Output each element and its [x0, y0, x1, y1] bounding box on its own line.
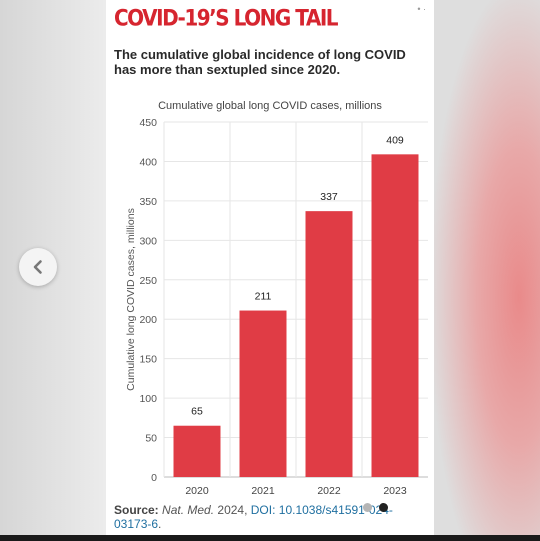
bar-2022	[305, 211, 353, 477]
y-tick-label: 250	[139, 275, 157, 287]
carousel-dots	[363, 503, 393, 513]
bottom-bar	[0, 535, 540, 541]
x-tick-label: 2021	[251, 485, 275, 497]
source-journal: Nat. Med.	[162, 503, 215, 517]
y-tick-label: 450	[139, 117, 157, 129]
post-card: COVID-19’S LONG TAIL • · The cumulative …	[106, 0, 434, 535]
carousel-dot-1[interactable]	[363, 503, 372, 512]
y-tick-label: 150	[139, 354, 157, 366]
source-citation: Source: Nat. Med. 2024, DOI: 10.1038/s41…	[114, 503, 430, 531]
data-label: 337	[320, 191, 338, 203]
more-icon: • ·	[417, 4, 426, 14]
y-tick-label: 350	[139, 196, 157, 208]
source-label: Source:	[114, 503, 159, 517]
y-tick-label: 100	[139, 393, 157, 405]
x-tick-label: 2022	[317, 485, 341, 497]
data-label: 409	[386, 134, 404, 146]
doi-label[interactable]: DOI:	[250, 503, 276, 517]
carousel-dot-2[interactable]	[379, 503, 388, 512]
x-tick-label: 2020	[185, 485, 209, 497]
y-tick-label: 50	[145, 433, 157, 445]
x-tick-label: 2023	[383, 485, 407, 497]
chart-title: Cumulative global long COVID cases, mill…	[158, 100, 382, 112]
y-tick-label: 200	[139, 314, 157, 326]
gridlines	[163, 121, 428, 478]
bar-2023	[371, 154, 419, 477]
x-tick-labels: 2020 2021 2022 2023	[185, 485, 407, 497]
data-label: 65	[191, 406, 203, 418]
bar-2021	[239, 310, 287, 477]
y-tick-label: 300	[139, 235, 157, 247]
chevron-left-icon	[33, 260, 42, 274]
bar-2020	[173, 425, 221, 477]
bar-chart: Cumulative global long COVID cases, mill…	[125, 100, 428, 497]
headline: COVID-19’S LONG TAIL	[114, 4, 339, 31]
data-label: 211	[255, 291, 272, 303]
y-tick-labels: 0 50 100 150 200 250 300 350 400 450	[139, 117, 157, 484]
source-end: .	[158, 517, 162, 531]
bars	[173, 154, 419, 477]
y-axis-label: Cumulative long COVID cases, millions	[125, 208, 137, 391]
background-right	[434, 0, 540, 541]
subhead: The cumulative global incidence of long …	[114, 47, 406, 77]
source-year: 2024,	[214, 503, 251, 517]
y-tick-label: 400	[139, 156, 157, 168]
carousel-prev-button[interactable]	[19, 248, 57, 286]
data-labels: 65 211 337 409	[191, 134, 404, 417]
y-tick-label: 0	[151, 472, 157, 484]
chart-area: Cumulative global long COVID cases, mill…	[106, 96, 434, 506]
